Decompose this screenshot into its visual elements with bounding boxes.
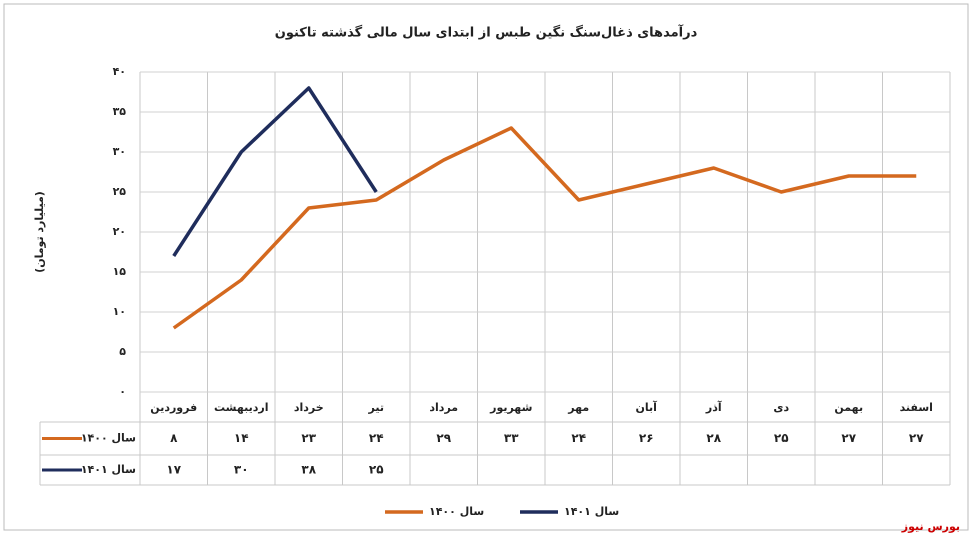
value-label: ۲۶ xyxy=(639,431,654,445)
x-tick-label: فروردین xyxy=(150,401,197,414)
series-line xyxy=(172,126,917,330)
value-label: ۲۷ xyxy=(909,431,924,445)
x-tick-label: تیر xyxy=(368,401,384,414)
x-tick-label: آبان xyxy=(636,400,658,414)
legend-label: سال ۱۴۰۱ xyxy=(564,505,619,518)
series-line xyxy=(172,86,378,257)
y-tick-label: ۵ xyxy=(119,345,126,358)
x-tick-label: شهریور xyxy=(489,401,532,414)
value-label: ۲۳ xyxy=(301,431,316,445)
chart-frame xyxy=(3,3,969,531)
value-label: ۱۷ xyxy=(166,463,181,477)
legend-label: سال ۱۴۰۰ xyxy=(429,505,484,518)
chart-title: درآمدهای ذغال‌سنگ نگین طبس از ابتدای سال… xyxy=(275,24,698,41)
y-tick-label: ۰ xyxy=(119,385,126,398)
value-label: ۱۴ xyxy=(234,431,249,445)
value-label: ۳۰ xyxy=(234,463,249,477)
y-axis-label: (میلیارد تومان) xyxy=(33,191,46,273)
x-tick-label: مرداد xyxy=(429,401,458,414)
x-tick-label: اردیبهشت xyxy=(214,401,268,414)
value-label: ۲۴ xyxy=(571,431,586,445)
table-row-label: سال ۱۴۰۰ xyxy=(81,432,136,445)
y-tick-label: ۲۰ xyxy=(113,225,126,238)
value-label: ۳۳ xyxy=(504,431,519,445)
value-label: ۸ xyxy=(170,431,178,445)
value-label: ۲۵ xyxy=(369,463,384,477)
x-tick-label: آذر xyxy=(705,400,722,414)
value-label: ۲۵ xyxy=(774,431,789,445)
x-tick-label: اسفند xyxy=(900,401,933,414)
x-tick-label: خرداد xyxy=(294,401,324,414)
x-tick-label: بهمن xyxy=(834,401,863,414)
value-label: ۲۹ xyxy=(436,431,451,445)
y-tick-label: ۳۰ xyxy=(113,145,126,158)
x-tick-label: دی xyxy=(773,401,789,414)
value-label: ۳۸ xyxy=(301,463,316,477)
y-tick-label: ۴۰ xyxy=(113,65,126,78)
value-label: ۲۷ xyxy=(841,431,856,445)
table-row-label: سال ۱۴۰۱ xyxy=(81,463,136,476)
y-tick-label: ۱۵ xyxy=(113,265,127,278)
source: بورس نیوز xyxy=(901,520,960,533)
value-label: ۲۴ xyxy=(369,431,384,445)
y-tick-label: ۱۰ xyxy=(113,305,126,318)
y-tick-label: ۳۵ xyxy=(113,105,127,118)
y-tick-label: ۲۵ xyxy=(113,185,127,198)
value-label: ۲۸ xyxy=(706,431,721,445)
x-tick-label: مهر xyxy=(567,401,589,414)
